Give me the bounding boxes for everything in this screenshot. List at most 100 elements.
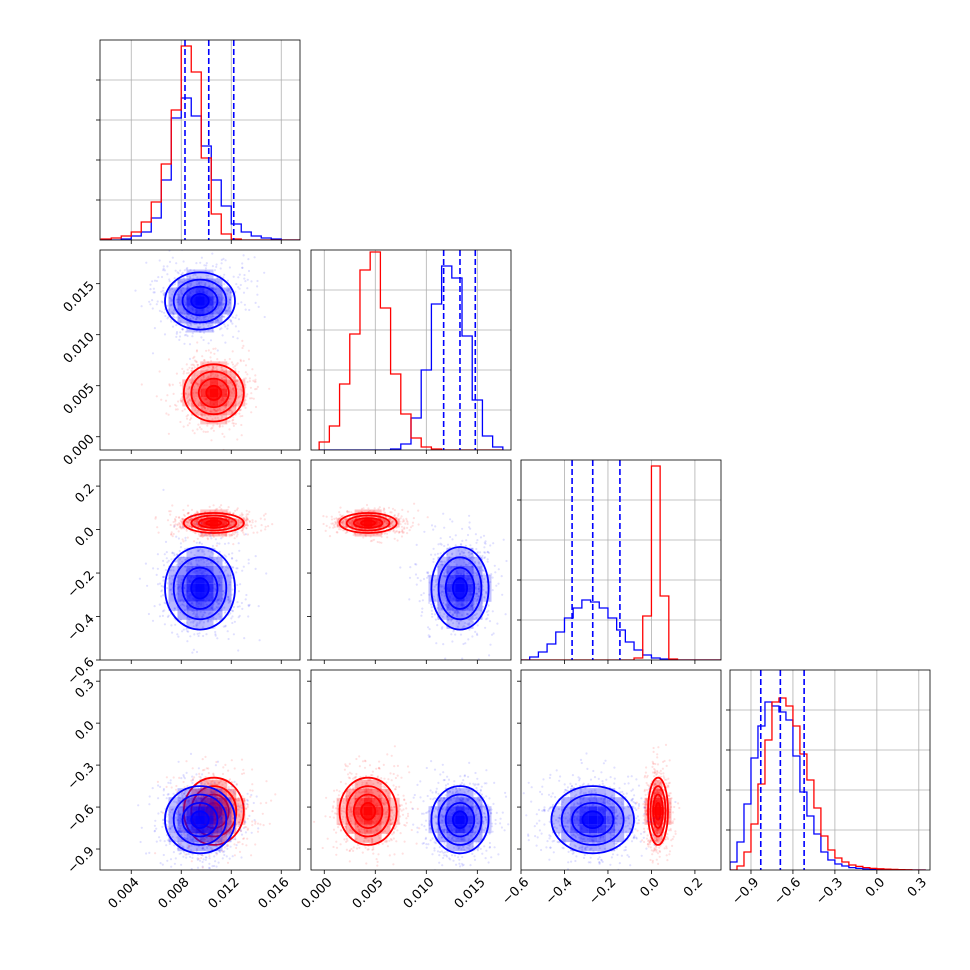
panel-frame	[99, 39, 301, 241]
scatter-point	[205, 416, 208, 420]
scatter-point	[201, 769, 205, 772]
scatter-point	[475, 595, 478, 598]
scatter-point	[238, 412, 241, 415]
scatter-point	[391, 520, 394, 523]
density-cell	[464, 592, 474, 602]
hist-series	[100, 45, 300, 240]
scatter-point	[409, 566, 412, 569]
scatter-point	[482, 534, 486, 537]
scatter-point	[477, 595, 480, 598]
scatter-point	[351, 523, 354, 526]
scatter-point	[450, 618, 453, 621]
scatter-point	[231, 781, 234, 784]
scatter-point	[234, 837, 237, 841]
scatter-point	[158, 259, 161, 262]
scatter-point	[428, 581, 431, 584]
scatter-point	[203, 318, 206, 321]
density-cell	[482, 583, 492, 593]
scatter-point	[330, 522, 333, 525]
scatter-point	[221, 536, 224, 539]
scatter-point	[195, 350, 198, 353]
scatter-point	[195, 317, 198, 321]
scatter-point	[475, 632, 479, 635]
scatter-point	[401, 520, 404, 523]
contour-ring-red	[205, 519, 223, 527]
scatter-point	[235, 404, 238, 407]
scatter-point	[246, 517, 249, 520]
scatter-point	[166, 265, 169, 268]
scatter-point	[456, 625, 460, 628]
scatter-point	[179, 562, 182, 565]
scatter-point	[181, 395, 184, 398]
scatter-point	[195, 612, 199, 616]
scatter-point	[472, 555, 475, 558]
scatter-point	[184, 539, 187, 542]
scatter-point	[242, 516, 245, 520]
scatter-point	[216, 319, 219, 322]
scatter-point	[241, 772, 244, 776]
scatter-point	[239, 415, 242, 418]
scatter-point	[166, 273, 169, 276]
scatter-point	[352, 533, 355, 537]
scatter-point	[196, 276, 199, 279]
scatter-point	[186, 417, 189, 420]
scatter-point	[452, 630, 455, 633]
scatter-point	[221, 565, 224, 568]
scatter-point	[496, 622, 499, 625]
scatter-point	[248, 377, 251, 380]
scatter-point	[401, 531, 404, 534]
scatter-point	[200, 534, 204, 537]
scatter-point	[206, 315, 209, 318]
density-cell	[218, 388, 228, 398]
scatter-point	[428, 593, 431, 596]
scatter-point	[151, 299, 154, 302]
scatter-point	[166, 519, 170, 522]
scatter-point	[484, 551, 487, 554]
scatter-point	[208, 505, 211, 508]
scatter-point	[220, 258, 223, 261]
scatter-point	[151, 352, 155, 355]
scatter-point	[348, 522, 351, 525]
scatter-point	[212, 504, 215, 507]
scatter-point	[173, 607, 176, 610]
scatter-point	[222, 375, 225, 379]
density-cell	[227, 379, 237, 389]
scatter-point	[228, 266, 231, 269]
density-cell	[177, 314, 187, 324]
scatter-point	[270, 799, 273, 802]
scatter-point	[233, 793, 237, 796]
scatter-point	[193, 366, 196, 369]
scatter-point	[236, 523, 240, 526]
scatter-point	[200, 856, 203, 860]
scatter-point	[168, 384, 171, 387]
scatter-point	[213, 782, 216, 785]
scatter-point	[405, 517, 408, 521]
scatter-point	[200, 256, 203, 259]
density-cell	[428, 574, 438, 584]
scatter-point	[151, 280, 154, 283]
scatter-point	[468, 561, 471, 565]
scatter-point	[235, 571, 238, 574]
scatter-point	[169, 304, 172, 307]
scatter-point	[186, 401, 189, 404]
scatter-point	[204, 776, 207, 779]
scatter-point	[190, 561, 193, 564]
scatter-point	[205, 559, 208, 562]
scatter-point	[200, 532, 203, 535]
scatter-point	[240, 601, 243, 605]
scatter-point	[435, 583, 438, 587]
scatter-point	[198, 281, 201, 284]
scatter-point	[181, 526, 185, 529]
scatter-point	[210, 556, 213, 559]
scatter-point	[191, 875, 193, 877]
scatter-point	[171, 592, 174, 596]
scatter-point	[158, 309, 161, 312]
scatter-point	[238, 605, 241, 608]
density-cell	[446, 565, 456, 575]
scatter-point	[176, 523, 179, 526]
scatter-point	[166, 615, 169, 619]
scatter-point	[218, 602, 221, 605]
scatter-point	[184, 330, 188, 333]
scatter-point	[486, 560, 489, 563]
scatter-point	[247, 349, 250, 352]
